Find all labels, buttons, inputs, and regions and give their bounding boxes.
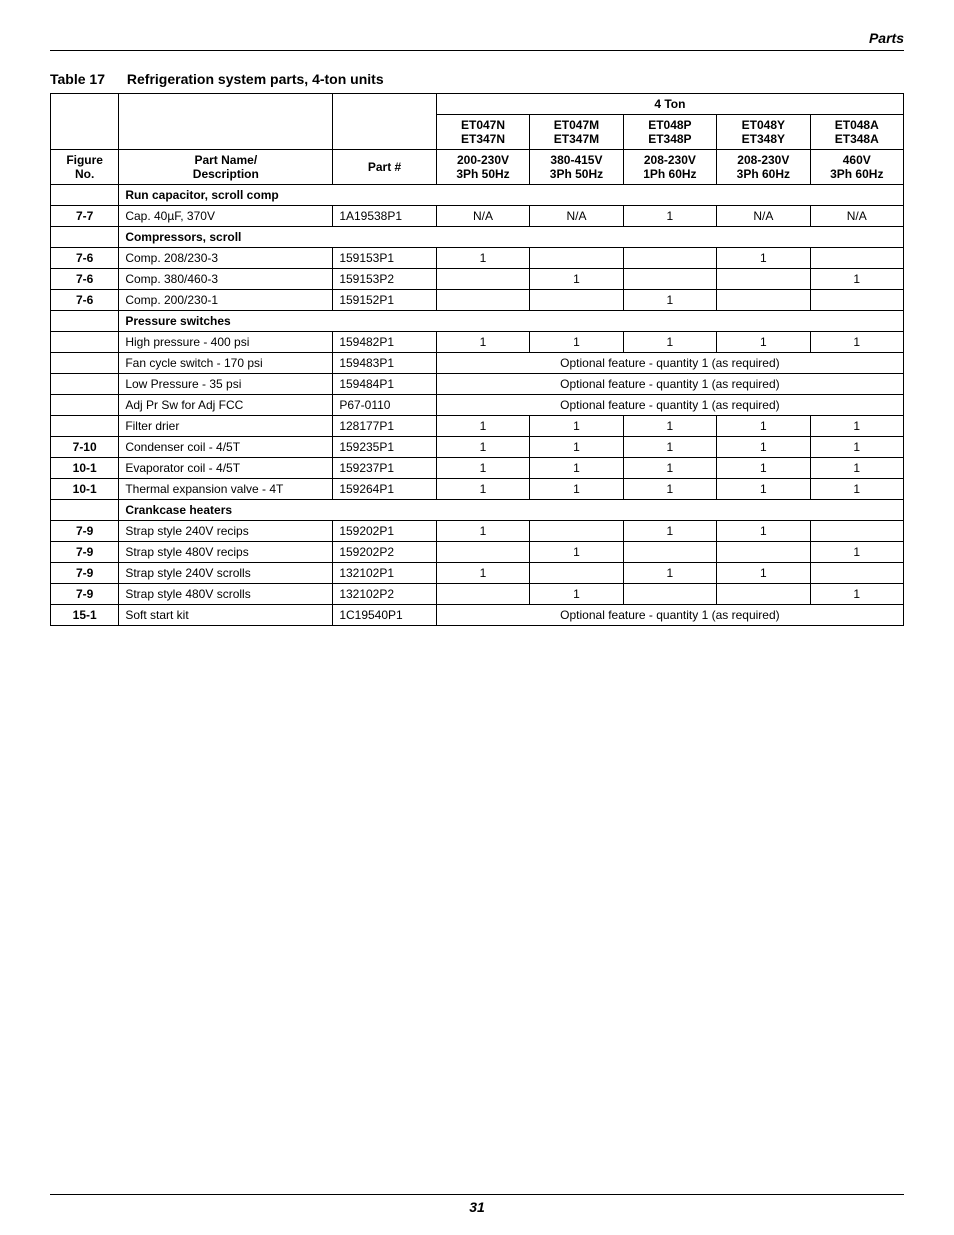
header-group: 4 Ton [436,94,903,115]
table-row: 7-10Condenser coil - 4/5T159235P111111 [51,437,904,458]
header-name: Part Name/Description [119,150,333,185]
parts-table-head: 4 TonET047NET347NET047MET347MET048PET348… [51,94,904,185]
table-row: 7-9Strap style 240V recips159202P1111 [51,521,904,542]
caption-title: Refrigeration system parts, 4-ton units [127,71,384,87]
table-row: 7-9Strap style 240V scrolls132102P1111 [51,563,904,584]
header-model-1: ET047MET347M [530,115,623,150]
table-row: 7-6Comp. 380/460-3159153P211 [51,269,904,290]
header-model-0: ET047NET347N [436,115,529,150]
header-voltage-4: 460V3Ph 60Hz [810,150,903,185]
table-row: 15-1Soft start kit1C19540P1Optional feat… [51,605,904,626]
caption-label: Table 17 [50,71,105,87]
table-row: Low Pressure - 35 psi159484P1Optional fe… [51,374,904,395]
table-row: Run capacitor, scroll comp [51,185,904,206]
header-voltage-3: 208-230V3Ph 60Hz [717,150,810,185]
table-row: 7-9Strap style 480V recips159202P211 [51,542,904,563]
header-voltage-0: 200-230V3Ph 50Hz [436,150,529,185]
table-row: High pressure - 400 psi159482P111111 [51,332,904,353]
header-model-2: ET048PET348P [623,115,716,150]
table-row: 7-7Cap. 40µF, 370V1A19538P1N/AN/A1N/AN/A [51,206,904,227]
table-row: Pressure switches [51,311,904,332]
parts-table-body: Run capacitor, scroll comp7-7Cap. 40µF, … [51,185,904,626]
table-row: Adj Pr Sw for Adj FCCP67-0110Optional fe… [51,395,904,416]
page-number: 31 [50,1194,904,1215]
table-row: Compressors, scroll [51,227,904,248]
header-figure: FigureNo. [51,150,119,185]
table-row: 7-9Strap style 480V scrolls132102P211 [51,584,904,605]
header-model-3: ET048YET348Y [717,115,810,150]
header-model-4: ET048AET348A [810,115,903,150]
table-caption: Table 17 Refrigeration system parts, 4-t… [50,71,904,87]
table-row: Crankcase heaters [51,500,904,521]
parts-table: 4 TonET047NET347NET047MET347MET048PET348… [50,93,904,626]
table-row: 10-1Thermal expansion valve - 4T159264P1… [51,479,904,500]
section-header: Parts [50,30,904,51]
header-voltage-2: 208-230V1Ph 60Hz [623,150,716,185]
table-row: 10-1Evaporator coil - 4/5T159237P111111 [51,458,904,479]
header-part: Part # [333,150,436,185]
table-row: 7-6Comp. 200/230-1159152P11 [51,290,904,311]
table-row: 7-6Comp. 208/230-3159153P111 [51,248,904,269]
table-row: Filter drier128177P111111 [51,416,904,437]
table-row: Fan cycle switch - 170 psi159483P1Option… [51,353,904,374]
header-voltage-1: 380-415V3Ph 50Hz [530,150,623,185]
